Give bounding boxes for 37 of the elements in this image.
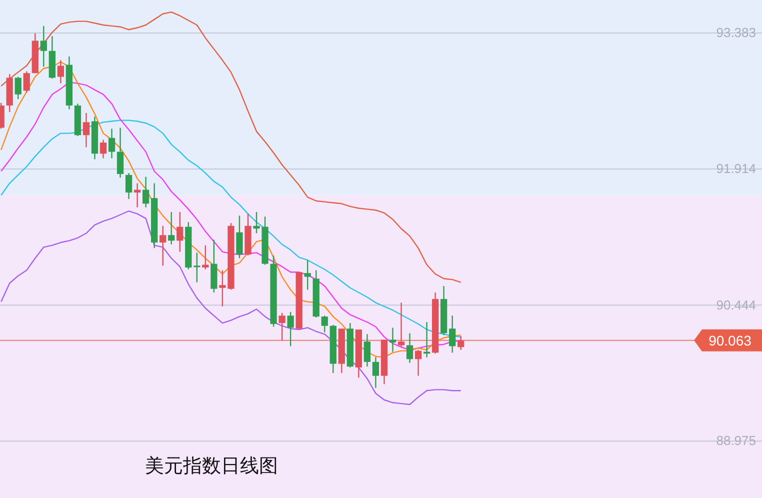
- candlestick: [40, 25, 47, 68]
- line-series: [0, 210, 462, 406]
- candlestick: [23, 70, 30, 94]
- candlestick: [116, 127, 124, 178]
- candlestick: [321, 315, 328, 333]
- candlestick: [160, 225, 166, 266]
- candlestick: [236, 215, 243, 259]
- candlestick: [176, 211, 184, 252]
- candlestick: [57, 60, 64, 84]
- candlestick: [82, 112, 90, 148]
- candlestick: [304, 260, 311, 290]
- y-tick-label: 88.975: [716, 433, 756, 448]
- candlestick: [372, 356, 380, 388]
- text: 美元指数日线图: [145, 455, 278, 477]
- candlestick: [142, 176, 150, 208]
- candlestick: [414, 349, 422, 376]
- candlestick: [100, 139, 107, 159]
- y-tick-label: 90.444: [716, 297, 756, 312]
- line-series: [0, 11, 462, 283]
- candlestick: [398, 302, 405, 348]
- candlestick: [194, 252, 200, 283]
- candlestick: [389, 327, 396, 352]
- candlestick: [406, 332, 414, 364]
- y-tick-label: 93.383: [716, 25, 756, 40]
- candlestick: [458, 335, 464, 350]
- candlestick: [125, 172, 132, 200]
- candlestick: [14, 76, 22, 100]
- candlestick: [202, 244, 209, 270]
- candlestick: [449, 315, 456, 354]
- ref-line-label: 90.063: [708, 332, 752, 348]
- y-tick-label: 91.914: [716, 161, 756, 176]
- candlestick: [423, 322, 430, 358]
- candlestick: [364, 334, 371, 368]
- candlestick: [278, 312, 286, 342]
- candlestick: [108, 128, 116, 159]
- candlestick: [287, 311, 294, 347]
- candlestick: [168, 211, 175, 245]
